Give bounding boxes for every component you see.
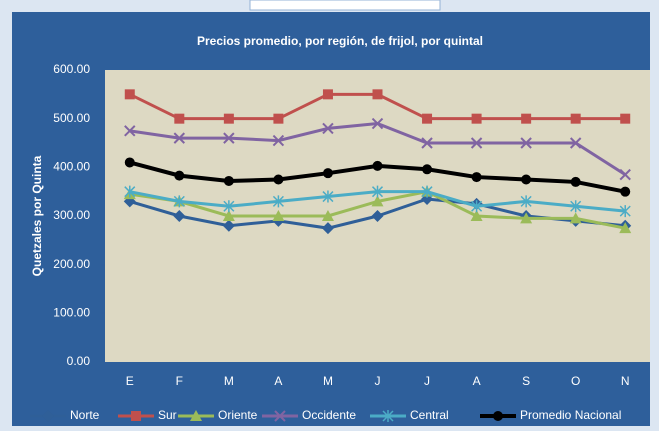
data-point xyxy=(520,137,532,149)
data-point xyxy=(569,137,582,149)
legend-marker xyxy=(42,410,54,422)
legend-label: Central xyxy=(410,408,449,422)
data-point xyxy=(371,185,384,198)
data-point xyxy=(619,168,631,181)
x-tick-label: A xyxy=(473,374,481,388)
data-point xyxy=(173,132,186,144)
legend-marker xyxy=(382,410,394,422)
legend-label: Sur xyxy=(158,408,177,422)
data-point xyxy=(223,113,234,124)
data-point xyxy=(471,113,482,124)
data-point xyxy=(174,170,185,181)
data-point xyxy=(471,172,482,183)
data-point xyxy=(124,89,135,100)
data-point xyxy=(521,113,532,124)
data-point xyxy=(173,195,185,208)
y-tick-label: 0.00 xyxy=(67,354,91,368)
data-point xyxy=(173,210,186,222)
data-point xyxy=(421,137,433,149)
y-axis-label: Quetzales por Quinta xyxy=(30,155,44,276)
data-point xyxy=(470,137,483,149)
data-point xyxy=(372,89,383,100)
data-point xyxy=(470,210,483,221)
data-point xyxy=(421,185,433,198)
data-point xyxy=(371,117,384,130)
x-tick-label: S xyxy=(522,374,530,388)
data-point xyxy=(371,195,384,207)
data-point xyxy=(174,113,185,124)
data-point xyxy=(272,195,284,208)
data-point xyxy=(422,164,433,175)
x-tick-label: M xyxy=(323,374,333,388)
data-point xyxy=(322,190,334,203)
x-tick-label: E xyxy=(126,374,134,388)
x-tick-label: A xyxy=(274,374,282,388)
data-point xyxy=(222,210,235,221)
data-point xyxy=(124,125,136,137)
data-point xyxy=(223,200,235,213)
x-tick-label: M xyxy=(224,374,234,388)
legend-label: Oriente xyxy=(218,408,258,422)
data-point xyxy=(570,200,582,213)
data-point xyxy=(223,175,234,186)
top-box xyxy=(249,0,441,11)
data-point xyxy=(272,134,285,147)
data-point xyxy=(322,122,334,135)
data-point xyxy=(322,168,333,179)
y-tick-label: 300.00 xyxy=(53,208,90,222)
data-point xyxy=(322,89,333,100)
data-point xyxy=(272,210,285,221)
x-tick-label: J xyxy=(424,374,430,388)
data-point xyxy=(520,212,533,224)
data-point xyxy=(520,195,532,208)
x-tick-label: J xyxy=(375,374,381,388)
y-tick-label: 100.00 xyxy=(53,306,90,320)
data-point xyxy=(273,113,284,124)
data-point xyxy=(521,174,532,185)
data-point xyxy=(619,205,631,218)
data-point xyxy=(371,210,384,222)
data-point xyxy=(570,176,581,187)
y-tick-label: 600.00 xyxy=(53,62,90,76)
y-tick-label: 400.00 xyxy=(53,160,90,174)
data-point xyxy=(222,219,235,232)
data-point xyxy=(321,210,334,221)
data-point xyxy=(223,132,235,144)
data-point xyxy=(620,113,631,124)
legend-label: Promedio Nacional xyxy=(520,408,621,422)
data-point xyxy=(619,222,632,234)
data-point xyxy=(620,186,631,197)
data-point xyxy=(372,160,383,171)
data-point xyxy=(273,174,284,185)
x-tick-label: F xyxy=(176,374,183,388)
data-point xyxy=(422,113,433,124)
data-point xyxy=(569,212,582,224)
legend-marker xyxy=(493,411,503,421)
legend-label: Norte xyxy=(70,408,100,422)
data-point xyxy=(321,222,334,235)
legend-marker xyxy=(131,411,141,421)
legend-label: Occidente xyxy=(302,408,356,422)
data-point xyxy=(471,200,483,213)
x-tick-label: O xyxy=(571,374,580,388)
y-tick-label: 200.00 xyxy=(53,257,90,271)
x-tick-label: N xyxy=(621,374,630,388)
data-point xyxy=(124,157,135,168)
data-point xyxy=(124,185,136,198)
legend-marker xyxy=(190,410,202,421)
legend-marker xyxy=(274,410,286,422)
y-tick-label: 500.00 xyxy=(53,111,90,125)
data-point xyxy=(570,113,581,124)
chart-title: Precios promedio, por región, de frijol,… xyxy=(197,34,483,48)
